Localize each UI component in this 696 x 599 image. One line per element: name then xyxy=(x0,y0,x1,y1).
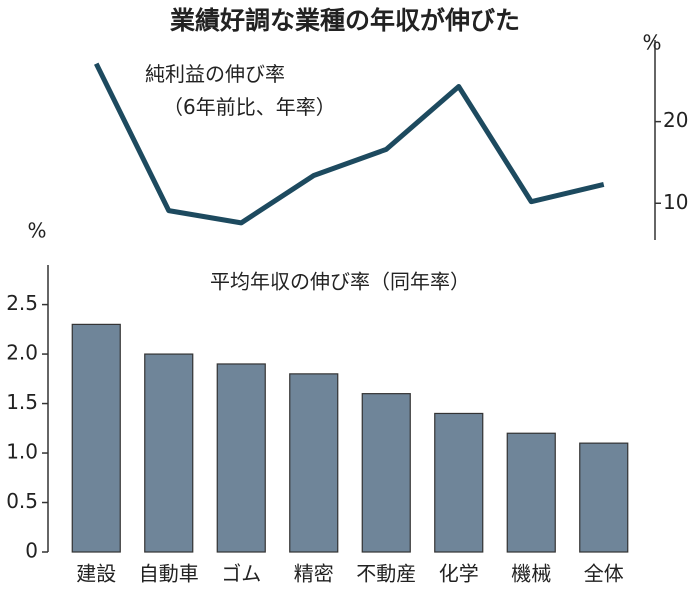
x-tick-label: ゴム xyxy=(221,562,261,586)
series-label: 純利益の伸び率（6年前比、年率） xyxy=(145,62,336,119)
y-tick-label: 2.0 xyxy=(6,341,38,365)
bar xyxy=(434,412,484,553)
bar xyxy=(144,353,194,553)
x-tick-label: 建設 xyxy=(76,562,116,586)
bar xyxy=(579,442,629,553)
chart-title: 業績好調な業種の年収が伸びた xyxy=(170,6,520,35)
y-tick-label: 1.0 xyxy=(6,440,38,464)
x-tick-label: 化学 xyxy=(439,562,479,586)
y2-unit: % xyxy=(642,31,661,55)
y-unit: % xyxy=(27,219,46,243)
x-tick-label: 不動産 xyxy=(356,562,416,586)
y-tick-label: 0.5 xyxy=(6,489,38,513)
y2-tick-label: 10 xyxy=(663,190,688,214)
series-label: 平均年収の伸び率（同年率） xyxy=(210,270,470,294)
x-tick-label: 自動車 xyxy=(139,562,199,586)
bar xyxy=(71,323,121,553)
bar xyxy=(289,373,339,553)
y-tick-label: 0 xyxy=(25,539,38,563)
bar xyxy=(361,393,411,553)
x-tick-label: 精密 xyxy=(294,562,334,586)
bar xyxy=(216,363,266,553)
line xyxy=(94,62,605,226)
y-tick-label: 2.5 xyxy=(6,291,38,315)
bar xyxy=(506,432,556,553)
x-tick-label: 全体 xyxy=(584,562,624,586)
y2-tick-label: 20 xyxy=(663,108,688,132)
x-tick-label: 機械 xyxy=(511,562,551,586)
y-tick-label: 1.5 xyxy=(6,390,38,414)
